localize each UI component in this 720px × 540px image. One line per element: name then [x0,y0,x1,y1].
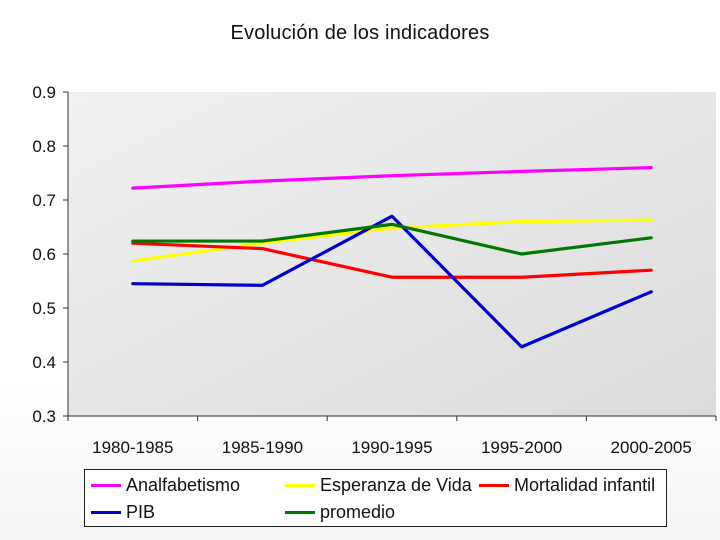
y-tick-label: 0.8 [32,137,56,156]
legend-item-mortalidad-infantil: Mortalidad infantil [479,472,655,498]
legend-swatch [91,483,121,487]
y-tick-label: 0.4 [32,353,56,372]
legend-item-esperanza-de-vida: Esperanza de Vida [285,472,472,498]
legend-label: Esperanza de Vida [320,474,472,495]
legend-swatch [91,510,121,514]
x-tick-label: 1985-1990 [222,438,303,457]
x-tick-label: 1990-1995 [351,438,432,457]
series-line-promedio [131,222,653,256]
legend-swatch [285,510,315,514]
series-line-mortalidad-infantil [131,241,653,279]
y-tick-label: 0.5 [32,299,56,318]
legend-swatch [479,483,509,487]
legend-swatch [285,483,315,487]
legend-label: Analfabetismo [126,474,241,495]
series-line-esperanza-de-vida [131,218,653,263]
series-line-pib [131,214,653,349]
y-tick-label: 0.9 [32,83,56,102]
legend-item-promedio: promedio [285,499,395,525]
y-tick-label: 0.6 [32,245,56,264]
y-tick-label: 0.3 [32,407,56,426]
legend-label: promedio [320,501,396,522]
legend-label: PIB [126,501,156,522]
line-chart: 0.9 0.8 0.7 0.6 0.5 0.4 0.3 1980-1985 1985-1990 1… [32,83,717,457]
legend-label: Mortalidad infantil [514,474,656,495]
legend: Analfabetismo Esperanza de Vida Mortalid… [84,469,667,527]
x-tick-label: 1995-2000 [481,438,562,457]
series-line-analfabetismo [131,166,653,190]
chart-title: Evolución de los indicadores [230,22,490,44]
legend-item-analfabetismo: Analfabetismo [91,472,240,498]
y-tick-label: 0.7 [32,191,56,210]
legend-item-pib: PIB [91,499,155,525]
plot-area [68,92,716,416]
x-tick-label: 2000-2005 [611,438,692,457]
x-tick-label: 1980-1985 [92,438,173,457]
